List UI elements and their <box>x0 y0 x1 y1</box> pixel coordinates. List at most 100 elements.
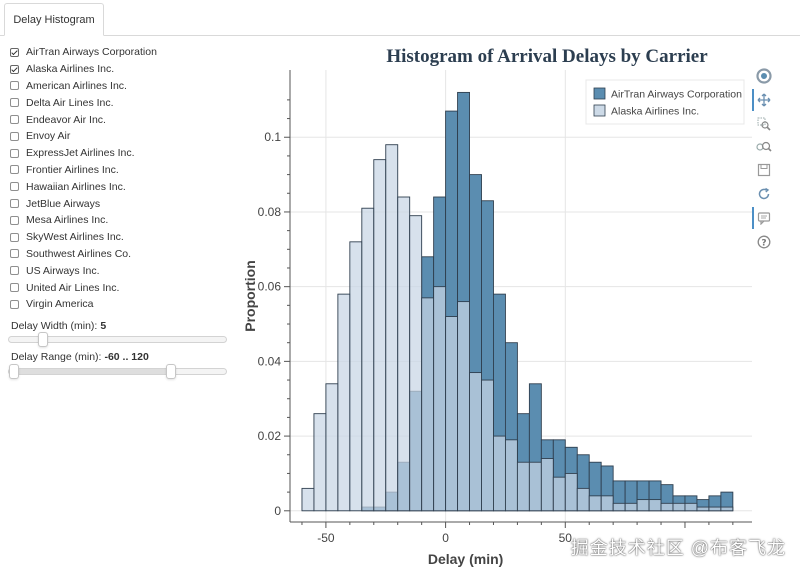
delay-range-slider-fill <box>9 369 176 374</box>
legend-box <box>585 79 745 125</box>
x-axis-label: Delay (min) <box>428 551 503 567</box>
pan-active-indicator <box>752 89 754 111</box>
carrier-option[interactable]: US Airways Inc. <box>10 262 157 279</box>
carrier-option[interactable]: SkyWest Airlines Inc. <box>10 229 157 246</box>
carrier-option[interactable]: Envoy Air <box>10 128 157 145</box>
carrier-option[interactable]: Delta Air Lines Inc. <box>10 94 157 111</box>
y-tick-label: 0.1 <box>264 130 281 144</box>
carrier-option[interactable]: Alaska Airlines Inc. <box>10 61 157 78</box>
alaska-bar <box>576 487 590 512</box>
carrier-option[interactable]: United Air Lines Inc. <box>10 279 157 296</box>
carrier-label: AirTran Airways Corporation <box>26 46 157 59</box>
carrier-label: Mesa Airlines Inc. <box>26 214 109 227</box>
help-icon[interactable]: ? <box>754 232 774 252</box>
y-tick-label: 0.04 <box>258 354 282 368</box>
carrier-label: Alaska Airlines Inc. <box>26 63 115 76</box>
carrier-label: SkyWest Airlines Inc. <box>26 231 124 244</box>
alaska-bar <box>337 293 351 512</box>
alaska-bar <box>409 215 423 512</box>
carrier-label: Hawaiian Airlines Inc. <box>26 180 126 193</box>
carrier-option[interactable]: Hawaiian Airlines Inc. <box>10 178 157 195</box>
x-tick-label: 50 <box>559 531 573 545</box>
sidebar: AirTran Airways Corporation Alaska Airlin… <box>0 36 240 574</box>
checkbox-unchecked[interactable] <box>10 115 19 125</box>
x-tick-label: 0 <box>442 531 449 545</box>
alaska-bar <box>385 144 399 512</box>
carrier-option[interactable]: Southwest Airlines Co. <box>10 246 157 263</box>
hover-active-indicator <box>752 207 754 229</box>
plot-toolbar: ? <box>752 66 776 266</box>
checkbox-unchecked[interactable] <box>10 283 19 293</box>
carrier-option[interactable]: Virgin America <box>10 296 157 313</box>
checkbox-unchecked[interactable] <box>10 249 19 259</box>
delay-range-slider-end-handle[interactable] <box>165 364 176 379</box>
alaska-bar <box>648 499 662 512</box>
carrier-option[interactable]: AirTran Airways Corporation <box>10 44 157 61</box>
alaska-bar <box>504 439 518 512</box>
carrier-label: Envoy Air <box>26 130 71 143</box>
legend-label: Alaska Airlines Inc. <box>611 106 699 118</box>
checkbox-unchecked[interactable] <box>10 131 19 141</box>
checkbox-unchecked[interactable] <box>10 266 19 276</box>
checkbox-unchecked[interactable] <box>10 182 19 192</box>
checkbox-unchecked[interactable] <box>10 81 19 91</box>
checkbox-unchecked[interactable] <box>10 232 19 242</box>
carrier-label: Frontier Airlines Inc. <box>26 163 119 176</box>
tab-delay-histogram[interactable]: Delay Histogram <box>4 3 104 36</box>
checkbox-checked[interactable] <box>10 47 19 57</box>
carrier-label: JetBlue Airways <box>26 197 101 210</box>
alaska-bar <box>349 241 363 512</box>
legend-swatch <box>593 87 606 100</box>
carrier-checkbox-group: AirTran Airways Corporation Alaska Airlin… <box>10 44 157 313</box>
checkbox-unchecked[interactable] <box>10 148 19 158</box>
y-tick-label: 0.06 <box>258 280 282 294</box>
alaska-bar <box>516 461 530 512</box>
alaska-bar <box>493 435 506 512</box>
delay-range-label-text: Delay Range (min): <box>11 351 102 363</box>
checkbox-checked[interactable] <box>10 64 19 74</box>
save-icon[interactable] <box>754 160 774 180</box>
y-axis-label: Proportion <box>242 260 258 332</box>
alaska-bar <box>313 413 327 512</box>
delay-range-slider-start-handle[interactable] <box>9 364 19 379</box>
tab-bar: Delay Histogram <box>0 0 800 36</box>
delay-range-label: Delay Range (min): -60 .. 120 <box>11 351 149 363</box>
alaska-bar <box>469 372 482 512</box>
alaska-bar <box>708 506 722 512</box>
checkbox-unchecked[interactable] <box>10 98 19 108</box>
wheel-zoom-icon[interactable] <box>754 137 774 157</box>
alaska-bar <box>481 379 494 512</box>
legend-swatch <box>593 104 606 117</box>
carrier-option[interactable]: ExpressJet Airlines Inc. <box>10 145 157 162</box>
y-tick-label: 0.08 <box>258 205 282 219</box>
checkbox-unchecked[interactable] <box>10 165 19 175</box>
delay-width-slider-handle[interactable] <box>37 332 48 347</box>
carrier-option[interactable]: JetBlue Airways <box>10 195 157 212</box>
delay-range-slider[interactable] <box>8 364 227 379</box>
hover-icon[interactable] <box>754 208 774 228</box>
histogram-plot: 0 0.02 0.04 0.06 0.08 0.1 -50 0 50 Histogram of A… <box>240 36 752 574</box>
delay-width-label: Delay Width (min): 5 <box>11 320 106 332</box>
alaska-bar <box>528 461 542 512</box>
alaska-bar <box>600 495 614 512</box>
pan-icon[interactable] <box>754 90 774 110</box>
alaska-bar <box>540 458 554 512</box>
svg-text:?: ? <box>761 238 766 248</box>
carrier-option[interactable]: American Airlines Inc. <box>10 78 157 95</box>
reset-icon[interactable] <box>754 184 774 204</box>
checkbox-unchecked[interactable] <box>10 215 19 225</box>
carrier-option[interactable]: Frontier Airlines Inc. <box>10 162 157 179</box>
carrier-label: US Airways Inc. <box>26 264 100 277</box>
delay-range-value: -60 .. 120 <box>104 351 149 363</box>
carrier-option[interactable]: Mesa Airlines Inc. <box>10 212 157 229</box>
alaska-bar <box>361 207 375 512</box>
alaska-bar <box>457 301 470 512</box>
checkbox-unchecked[interactable] <box>10 299 19 309</box>
bokeh-logo-icon[interactable] <box>754 66 774 86</box>
carrier-option[interactable]: Endeavor Air Inc. <box>10 111 157 128</box>
delay-width-slider[interactable] <box>8 332 227 347</box>
watermark: 掘金技术社区 @布客飞龙 <box>570 538 786 558</box>
checkbox-unchecked[interactable] <box>10 199 19 209</box>
alaska-bar <box>397 196 411 512</box>
box-zoom-icon[interactable] <box>754 114 774 134</box>
